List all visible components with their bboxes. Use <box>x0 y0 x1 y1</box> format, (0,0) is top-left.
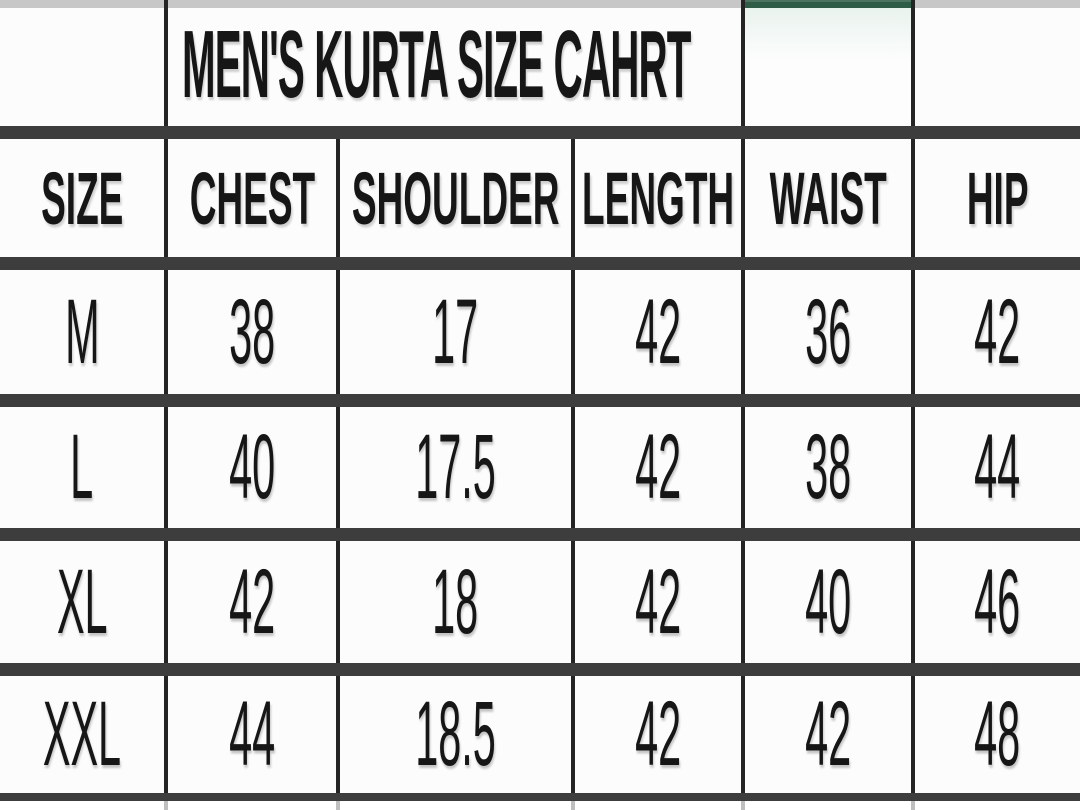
cell-m-chest-value: 38 <box>228 280 276 383</box>
cell-l-length: 42 <box>575 407 745 528</box>
cell-xxl-shoulder: 18.5 <box>340 676 575 793</box>
row-separator <box>0 394 1080 407</box>
header-chest-label: CHEST <box>189 156 315 240</box>
cell-xl-size-value: XL <box>56 550 108 653</box>
cell-xxl-size: XXL <box>0 676 168 793</box>
chart-title: MEN'S KURTA SIZE CAHRT <box>182 11 691 118</box>
header-hip: HIP <box>915 139 1080 257</box>
row-separator <box>0 126 1080 139</box>
cell-l-chest-value: 40 <box>228 416 276 518</box>
cell-xxl-waist: 42 <box>745 676 915 793</box>
header-chest: CHEST <box>168 139 340 257</box>
empty-cell <box>0 8 168 126</box>
header-length-label: LENGTH <box>581 156 735 240</box>
header-size-label: SIZE <box>40 156 124 240</box>
header-waist: WAIST <box>745 139 915 257</box>
cell-l-shoulder: 17.5 <box>340 407 575 528</box>
cell-m-waist-value: 36 <box>804 280 852 383</box>
cell-l-size: L <box>0 407 168 528</box>
cell-m-shoulder: 17 <box>340 270 575 394</box>
title-cell: MEN'S KURTA SIZE CAHRT <box>168 8 745 126</box>
cell-l-waist-value: 38 <box>804 416 852 518</box>
cell-xxl-length: 42 <box>575 676 745 793</box>
cell-xl-length: 42 <box>575 541 745 663</box>
top-strip-segment <box>168 0 745 8</box>
row-separator <box>0 663 1080 676</box>
cell-xl-size: XL <box>0 541 168 663</box>
header-length: LENGTH <box>575 139 745 257</box>
cell-xxl-chest: 44 <box>168 676 340 793</box>
header-shoulder-label: SHOULDER <box>351 156 560 240</box>
cell-xl-chest: 42 <box>168 541 340 663</box>
cell-xl-waist-value: 40 <box>804 550 852 653</box>
cell-xl-length-value: 42 <box>634 550 682 653</box>
cell-m-hip: 42 <box>915 270 1080 394</box>
cell-l-length-value: 42 <box>634 416 682 518</box>
empty-cell <box>915 8 1080 126</box>
cell-xxl-chest-value: 44 <box>228 683 276 785</box>
cell-xxl-length-value: 42 <box>634 683 682 785</box>
bottom-edge <box>915 801 1080 810</box>
top-strip-segment <box>0 0 168 8</box>
row-separator <box>0 528 1080 541</box>
cell-xxl-shoulder-value: 18.5 <box>415 683 496 785</box>
header-hip-label: HIP <box>966 156 1029 240</box>
cell-xxl-size-value: XXL <box>42 683 122 785</box>
cell-xxl-hip: 48 <box>915 676 1080 793</box>
cell-xl-chest-value: 42 <box>228 550 276 653</box>
cell-xxl-hip-value: 48 <box>974 683 1021 785</box>
bottom-edge <box>0 801 168 810</box>
cell-m-length: 42 <box>575 270 745 394</box>
green-tinted-cell <box>745 8 915 126</box>
cell-xl-shoulder-value: 18 <box>432 550 479 653</box>
cell-l-waist: 38 <box>745 407 915 528</box>
cell-m-length-value: 42 <box>634 280 682 383</box>
green-accent-bar <box>745 0 915 8</box>
cell-m-hip-value: 42 <box>974 280 1021 383</box>
cell-xl-shoulder: 18 <box>340 541 575 663</box>
header-shoulder: SHOULDER <box>340 139 575 257</box>
bottom-edge <box>575 801 745 810</box>
row-separator <box>0 793 1080 801</box>
header-waist-label: WAIST <box>769 156 887 240</box>
cell-m-size: M <box>0 270 168 394</box>
row-separator <box>0 257 1080 270</box>
top-strip-segment <box>915 0 1080 8</box>
bottom-edge <box>340 801 575 810</box>
cell-l-size-value: L <box>70 416 94 518</box>
bottom-edge <box>168 801 340 810</box>
cell-xl-waist: 40 <box>745 541 915 663</box>
cell-m-shoulder-value: 17 <box>432 280 479 383</box>
cell-l-shoulder-value: 17.5 <box>415 416 496 518</box>
cell-l-chest: 40 <box>168 407 340 528</box>
cell-m-size-value: M <box>64 280 100 383</box>
cell-xl-hip-value: 46 <box>974 550 1021 653</box>
cell-l-hip: 44 <box>915 407 1080 528</box>
cell-xl-hip: 46 <box>915 541 1080 663</box>
cell-m-waist: 36 <box>745 270 915 394</box>
cell-m-chest: 38 <box>168 270 340 394</box>
cell-l-hip-value: 44 <box>974 416 1021 518</box>
cell-xxl-waist-value: 42 <box>804 683 852 785</box>
header-size: SIZE <box>0 139 168 257</box>
bottom-edge <box>745 801 915 810</box>
